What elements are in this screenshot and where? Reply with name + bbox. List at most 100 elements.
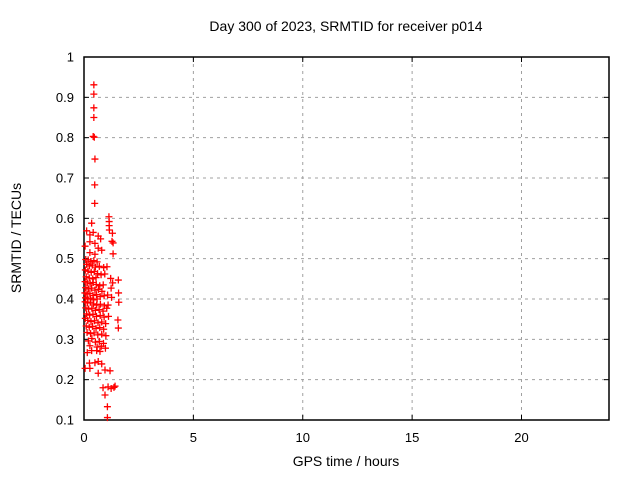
data-point <box>101 344 109 352</box>
data-point <box>92 291 100 299</box>
data-point <box>96 300 104 308</box>
data-point <box>82 322 90 330</box>
data-point <box>97 342 105 350</box>
data-point <box>94 319 102 327</box>
data-point <box>86 249 94 257</box>
data-point <box>91 181 99 189</box>
data-point <box>96 324 104 332</box>
x-tick-label: 10 <box>296 430 310 445</box>
data-point <box>91 286 99 294</box>
data-point <box>96 282 104 290</box>
data-point <box>85 323 93 331</box>
y-tick-label: 0.7 <box>56 171 74 186</box>
data-point <box>91 250 99 258</box>
x-axis-label: GPS time / hours <box>293 453 400 469</box>
data-point <box>99 307 107 315</box>
data-point <box>87 257 95 265</box>
tick-layer <box>83 56 609 421</box>
data-point <box>85 305 93 313</box>
data-point <box>83 328 91 336</box>
data-point <box>84 337 92 345</box>
data-point <box>114 276 122 284</box>
y-tick-label: 0.8 <box>56 130 74 145</box>
data-point <box>114 316 122 324</box>
data-point <box>90 104 98 112</box>
data-point <box>91 155 99 163</box>
data-point <box>98 360 106 368</box>
data-point <box>95 262 103 270</box>
y-tick-label: 0.3 <box>56 332 74 347</box>
x-tick-label: 20 <box>514 430 528 445</box>
data-point <box>98 246 106 254</box>
data-point <box>86 311 94 319</box>
data-point <box>90 257 98 265</box>
data-point <box>92 324 100 332</box>
data-point <box>84 316 92 324</box>
data-point <box>93 301 101 309</box>
data-point <box>86 231 94 239</box>
data-point <box>86 342 94 350</box>
data-point <box>109 250 117 258</box>
data-point <box>97 235 105 243</box>
data-point <box>96 312 104 320</box>
data-point <box>98 287 106 295</box>
y-tick-label: 1 <box>67 50 74 65</box>
data-point <box>90 114 98 121</box>
data-point <box>84 285 92 293</box>
data-point <box>103 414 111 422</box>
data-point <box>104 291 112 299</box>
data-point <box>91 199 99 207</box>
data-point <box>83 310 91 318</box>
data-point <box>100 325 108 333</box>
data-point <box>98 330 106 338</box>
data-point <box>86 238 94 246</box>
data-point <box>97 271 105 279</box>
data-point <box>101 391 109 399</box>
label-layer: Day 300 of 2023, SRMTID for receiver p01… <box>8 18 529 469</box>
data-point <box>114 324 122 332</box>
data-point <box>105 226 113 234</box>
y-axis-label: SRMTID / TECUs <box>8 183 24 293</box>
data-point <box>91 263 99 271</box>
data-point <box>89 132 97 140</box>
data-point <box>115 289 123 297</box>
data-point <box>108 237 116 245</box>
data-point <box>102 332 110 340</box>
data-point <box>104 383 112 391</box>
data-point <box>103 263 111 271</box>
y-tick-label: 0.9 <box>56 90 74 105</box>
data-point <box>86 364 94 372</box>
data-point <box>83 349 91 357</box>
data-point <box>89 300 97 308</box>
data-point <box>90 133 98 141</box>
chart-title: Day 300 of 2023, SRMTID for receiver p01… <box>209 18 482 34</box>
data-point <box>95 337 103 345</box>
x-tick-label: 0 <box>80 430 87 445</box>
y-tick-label: 0.1 <box>56 413 74 428</box>
data-point <box>94 331 102 339</box>
data-point <box>111 382 119 390</box>
data-point <box>87 330 95 338</box>
data-point <box>91 359 99 367</box>
data-point <box>101 270 109 278</box>
data-point <box>100 264 108 272</box>
data-point <box>85 274 93 282</box>
data-point <box>88 219 96 227</box>
data-point <box>84 267 92 275</box>
data-point <box>103 403 111 411</box>
data-point <box>93 258 101 266</box>
x-tick-label: 5 <box>190 430 197 445</box>
data-point <box>93 295 101 303</box>
data-point <box>100 313 108 321</box>
data-point <box>82 273 90 281</box>
data-point <box>95 305 103 313</box>
data-point <box>94 270 102 278</box>
data-point <box>96 347 104 355</box>
data-point <box>92 274 100 282</box>
x-tick-label: 15 <box>405 430 419 445</box>
border-layer <box>83 56 610 421</box>
data-point <box>91 306 99 314</box>
data-point <box>90 90 98 98</box>
